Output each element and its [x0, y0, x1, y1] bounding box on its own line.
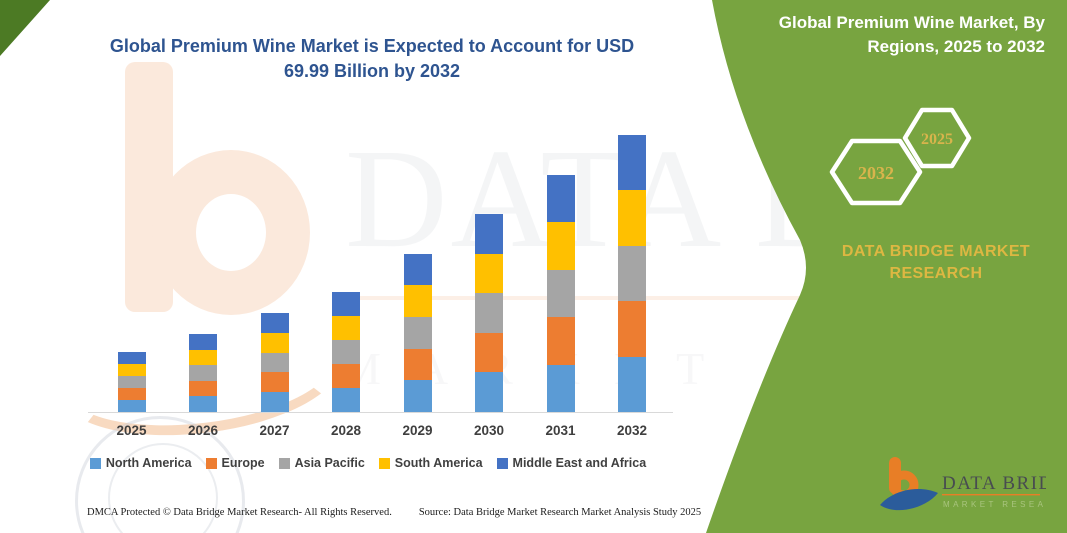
- segment-south-america: [403, 285, 432, 317]
- segment-middle-east-and-africa: [332, 291, 360, 316]
- legend-label: Middle East and Africa: [512, 456, 647, 470]
- hexagon-2032-label: 2032: [858, 163, 894, 183]
- data-bridge-logo: DATA BRIDGE MARKET RESEARCH: [880, 457, 1046, 511]
- segment-asia-pacific: [189, 365, 217, 381]
- legend-swatch: [205, 457, 217, 469]
- panel-brand-caption: DATA BRIDGE MARKET RESEARCH: [841, 243, 1031, 282]
- bar-2027: [260, 313, 289, 412]
- year-hexagons: 2032 2025: [829, 107, 972, 206]
- segment-south-america: [260, 332, 289, 353]
- source-note: Source: Data Bridge Market Research Mark…: [418, 507, 702, 518]
- chart-title-line2: 69.99 Billion by 2032: [283, 61, 461, 81]
- axis-label-2026: 2026: [187, 423, 219, 438]
- bar-2025: [117, 352, 146, 412]
- panel-heading-line1: Global Premium Wine Market, By: [778, 13, 1045, 32]
- segment-middle-east-and-africa: [546, 174, 575, 222]
- chart-title: Global Premium Wine Market is Expected t…: [82, 34, 662, 84]
- panel-heading-line2: Regions, 2025 to 2032: [867, 37, 1045, 56]
- bar-2028: [332, 291, 360, 412]
- segment-europe: [117, 388, 146, 400]
- legend-swatch: [378, 457, 390, 469]
- legend-item-north-america: North America: [89, 456, 192, 470]
- logo-brand-text: DATA BRIDGE: [942, 473, 1046, 494]
- segment-north-america: [189, 396, 217, 412]
- corner-triangle-decoration: [0, 0, 50, 56]
- segment-europe: [546, 317, 575, 365]
- segment-middle-east-and-africa: [117, 352, 146, 364]
- segment-asia-pacific: [260, 352, 289, 373]
- legend-label: North America: [105, 456, 192, 470]
- segment-north-america: [117, 400, 146, 412]
- axis-label-2032: 2032: [616, 423, 648, 438]
- legend-swatch: [496, 457, 508, 469]
- logo-underline: [942, 494, 1040, 496]
- bar-2032: [618, 135, 646, 412]
- chart-title-line1: Global Premium Wine Market is Expected t…: [109, 36, 635, 56]
- legend-item-south-america: South America: [378, 456, 483, 470]
- bar-2026: [189, 334, 217, 412]
- segment-north-america: [475, 372, 503, 412]
- segment-europe: [403, 348, 432, 381]
- segment-middle-east-and-africa: [260, 313, 289, 333]
- footer: DMCA Protected © Data Bridge Market Rese…: [87, 507, 701, 518]
- dmca-notice: DMCA Protected © Data Bridge Market Rese…: [87, 507, 392, 518]
- legend-swatch: [278, 457, 290, 469]
- segment-north-america: [403, 380, 432, 412]
- segment-north-america: [260, 392, 289, 412]
- legend-label: South America: [394, 456, 483, 470]
- axis-label-2031: 2031: [545, 423, 576, 438]
- bar-2031: [546, 174, 575, 412]
- chart-legend: North America Europe Asia Pacific South Ame…: [60, 456, 676, 470]
- legend-item-asia-pacific: Asia Pacific: [278, 456, 365, 470]
- segment-middle-east-and-africa: [618, 135, 646, 191]
- hexagon-2025: [902, 107, 972, 169]
- segment-middle-east-and-africa: [403, 253, 432, 286]
- segment-middle-east-and-africa: [189, 334, 217, 350]
- legend-item-europe: Europe: [205, 456, 265, 470]
- axis-label-2025: 2025: [116, 423, 147, 438]
- segment-north-america: [332, 387, 360, 412]
- segment-asia-pacific: [403, 316, 432, 349]
- segment-north-america: [618, 356, 646, 412]
- segment-europe: [618, 301, 646, 357]
- bar-2030: [475, 214, 503, 412]
- legend-item-middle-east-and-africa: Middle East and Africa: [496, 456, 647, 470]
- segment-south-america: [332, 315, 360, 340]
- segment-south-america: [546, 222, 575, 270]
- segment-south-america: [475, 253, 503, 294]
- segment-europe: [189, 380, 217, 397]
- legend-swatch: [89, 457, 101, 469]
- segment-south-america: [618, 190, 646, 246]
- segment-europe: [475, 332, 503, 373]
- segment-europe: [332, 363, 360, 388]
- legend-label: Asia Pacific: [294, 456, 365, 470]
- axis-label-2028: 2028: [330, 423, 362, 438]
- panel-heading: Global Premium Wine Market, By Regions, …: [745, 11, 1045, 59]
- axis-label-2027: 2027: [259, 423, 290, 438]
- segment-asia-pacific: [332, 339, 360, 364]
- segment-asia-pacific: [117, 376, 146, 388]
- segment-asia-pacific: [618, 245, 646, 302]
- hexagon-2032: [829, 138, 923, 206]
- logo-tagline-text: MARKET RESEARCH: [943, 500, 1046, 509]
- segment-asia-pacific: [475, 293, 503, 333]
- bar-2029: [403, 253, 432, 412]
- axis-label-2030: 2030: [473, 423, 505, 438]
- segment-europe: [260, 372, 289, 393]
- logo-b-icon: [880, 457, 938, 511]
- legend-label: Europe: [221, 456, 265, 470]
- bar-chart: 2025 2026 2027 2028 2029 2030 2031 2032: [88, 120, 673, 438]
- axis-label-2029: 2029: [402, 423, 433, 438]
- segment-south-america: [117, 364, 146, 376]
- segment-middle-east-and-africa: [475, 214, 503, 254]
- segment-asia-pacific: [546, 269, 575, 317]
- segment-north-america: [546, 364, 575, 412]
- hexagon-2025-label: 2025: [921, 131, 953, 148]
- segment-south-america: [189, 349, 217, 366]
